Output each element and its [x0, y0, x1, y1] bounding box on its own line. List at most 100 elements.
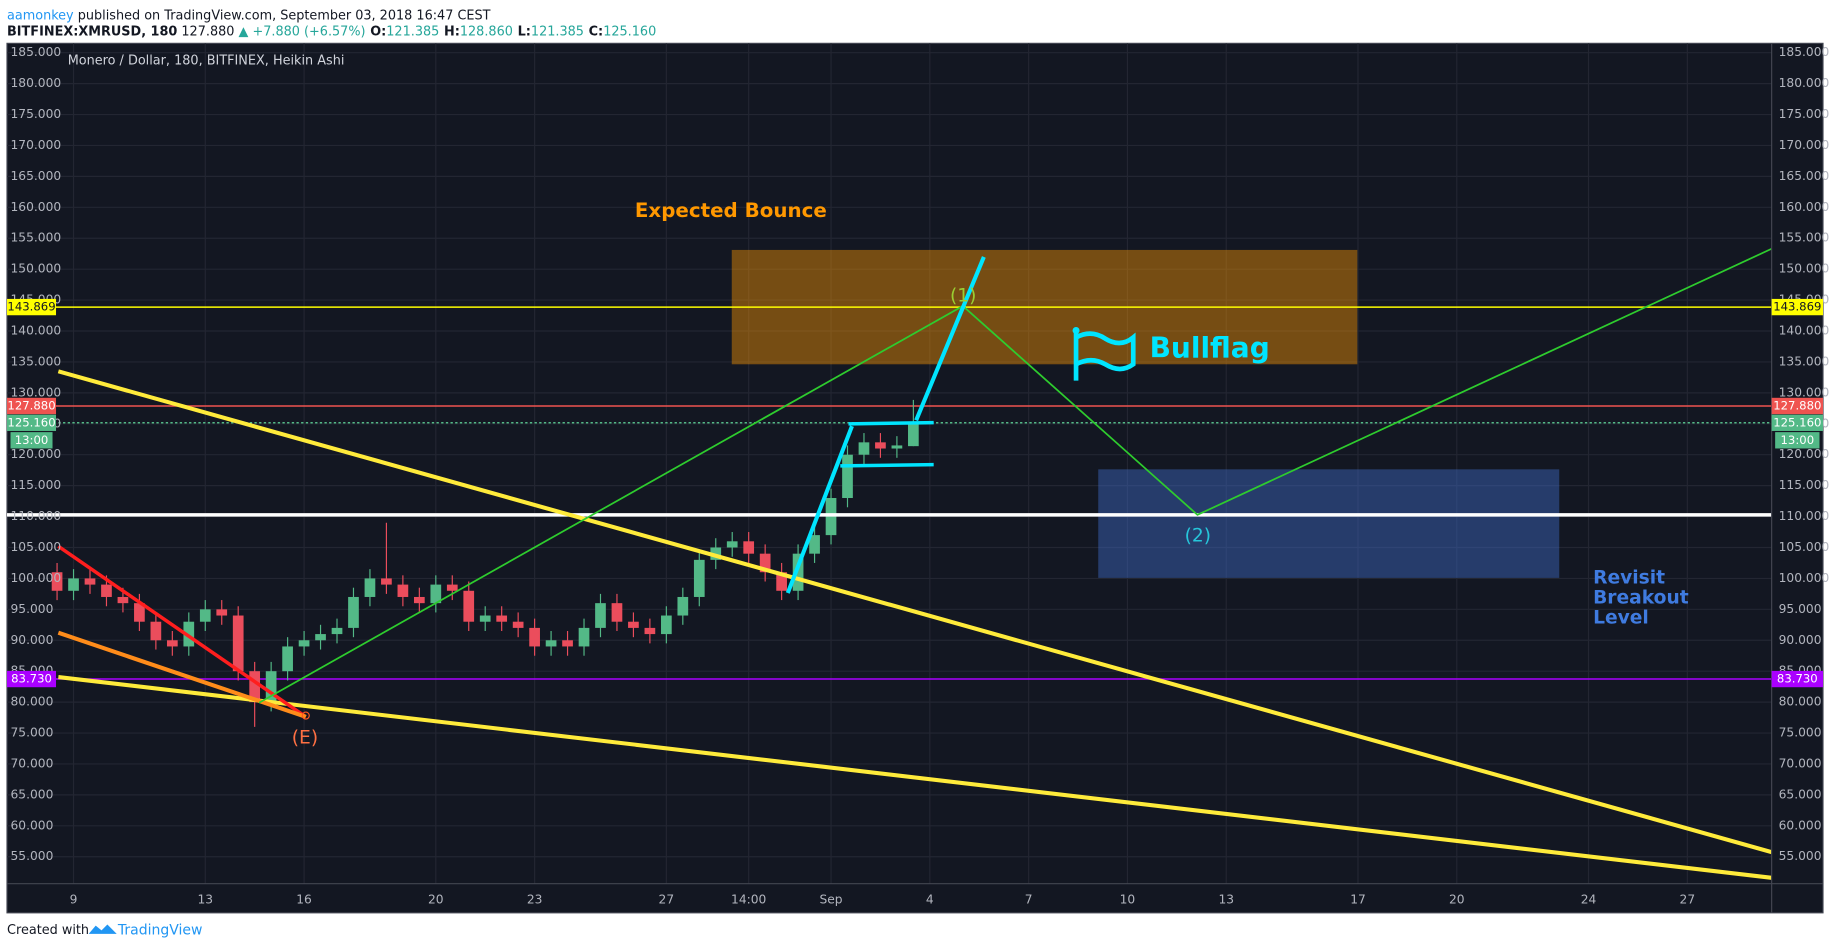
x-tick-label: 27 — [1680, 892, 1696, 906]
y-tick-label: 120.000 — [11, 447, 62, 461]
candle-body — [479, 615, 491, 622]
x-tick-label: 23 — [527, 892, 543, 906]
breakout-zone — [1098, 469, 1560, 578]
y-tick-label: 185.000 — [1779, 45, 1830, 59]
trendline — [57, 369, 1772, 855]
price-label-bg — [7, 670, 57, 688]
symbol-line: BITFINEX:XMRUSD, 180 127.880 ▲ +7.880 (+… — [7, 24, 656, 39]
brand[interactable]: TradingView — [117, 922, 203, 938]
candle-body — [232, 615, 244, 672]
price-label: 127.880 — [1773, 398, 1821, 412]
point — [301, 711, 310, 720]
candle-body — [348, 596, 359, 628]
flag-pole — [785, 425, 854, 594]
y-tick-label: 150.000 — [1779, 262, 1830, 276]
y-tick-label: 185.000 — [11, 45, 62, 59]
y-tick-label: 165.000 — [1779, 169, 1830, 183]
annotation: Bullflag — [1150, 331, 1270, 364]
candle-body — [84, 578, 96, 585]
y-tick-label: 170.000 — [11, 138, 62, 152]
y-tick-label: 70.000 — [1779, 756, 1822, 770]
y-tick-label: 165.000 — [11, 169, 62, 183]
y-tick-label: 55.000 — [11, 849, 54, 863]
candle-body — [792, 553, 804, 591]
y-tick-label: 155.000 — [11, 231, 62, 245]
y-tick-label: 55.000 — [1779, 849, 1822, 863]
author[interactable]: aamonkey — [7, 8, 74, 23]
candle-body — [611, 603, 623, 622]
annotation: Revisit Breakout Level — [1593, 568, 1695, 629]
candle-body — [677, 596, 689, 616]
annotation: (E) — [292, 728, 318, 749]
candle-body — [496, 615, 508, 622]
countdown-bg — [10, 432, 53, 449]
y-tick-label: 80.000 — [11, 695, 54, 709]
candle-body — [381, 578, 392, 585]
price-label: 83.730 — [1777, 672, 1818, 686]
ohlc-key: C: — [589, 24, 604, 39]
y-tick-label: 175.000 — [1779, 107, 1830, 121]
price-label: 125.160 — [1773, 415, 1821, 429]
y-tick-label: 175.000 — [11, 107, 62, 121]
price-label: 143.869 — [7, 300, 55, 314]
price-label: 127.880 — [7, 398, 55, 412]
annotation: Expected Bounce — [635, 199, 827, 222]
candle-body — [759, 553, 771, 573]
y-tick-label: 60.000 — [1779, 818, 1822, 832]
x-tick-label: 13 — [1218, 892, 1234, 906]
y-tick-label: 115.000 — [11, 478, 62, 492]
y-tick-label: 130.000 — [11, 385, 62, 399]
candle-body — [101, 584, 112, 597]
y-tick-label: 155.000 — [1779, 231, 1830, 245]
candle-body — [68, 578, 79, 591]
y-tick-label: 180.000 — [1779, 76, 1830, 90]
price-label: 143.869 — [1773, 300, 1821, 314]
countdown: 13:00 — [1781, 433, 1815, 447]
ohlc: O:121.385 H:128.860 L:121.385 C:125.160 — [370, 24, 656, 39]
header-line: aamonkey published on TradingView.com, S… — [7, 8, 491, 23]
candle-body — [282, 646, 293, 672]
candle-body — [809, 535, 820, 554]
ohlc-key: H: — [444, 24, 460, 39]
y-tick-label: 95.000 — [1779, 602, 1822, 616]
candle-body — [710, 547, 722, 560]
chart-frame — [6, 42, 1824, 914]
x-tick-label: 27 — [659, 892, 675, 906]
y-tick-label: 130.000 — [1779, 385, 1830, 399]
candle-body — [216, 609, 228, 616]
x-tick-label: 4 — [926, 892, 934, 906]
y-tick-label: 160.000 — [1779, 200, 1830, 214]
candle-body — [150, 621, 162, 641]
candle-body — [199, 609, 211, 622]
price-label-bg — [7, 397, 57, 415]
candle-body — [908, 422, 919, 447]
annotation: (1) — [950, 285, 976, 306]
candle-body — [529, 627, 540, 647]
flag-bottom — [840, 462, 934, 468]
x-tick-label: 14:00 — [731, 892, 766, 906]
annotation: (2) — [1185, 526, 1211, 547]
candle-body — [446, 584, 458, 591]
x-tick-label: 17 — [1350, 892, 1366, 906]
candle-body — [693, 559, 705, 597]
y-tick-label: 90.000 — [1779, 633, 1822, 647]
candle-body — [628, 621, 639, 628]
flag-target — [914, 256, 986, 422]
published: published on TradingView.com, September … — [78, 8, 491, 23]
y-tick-label: 80.000 — [1779, 695, 1822, 709]
y-tick-label: 90.000 — [11, 633, 54, 647]
chart-title: Monero / Dollar, 180, BITFINEX, Heikin A… — [68, 53, 345, 68]
price-label: 83.730 — [11, 672, 52, 686]
drawings-front — [7, 247, 1772, 880]
y-tick-label: 75.000 — [11, 726, 54, 740]
x-tick-label: 7 — [1025, 892, 1033, 906]
x-tick-label: 20 — [1449, 892, 1465, 906]
candle-body — [265, 671, 277, 703]
candle-body — [858, 442, 870, 455]
footer-text: Created with — [7, 923, 89, 938]
ohlc-key: O: — [370, 24, 386, 39]
candle-body — [545, 640, 557, 647]
annotation-line: Level — [1593, 607, 1649, 628]
wave-path — [258, 247, 1772, 704]
